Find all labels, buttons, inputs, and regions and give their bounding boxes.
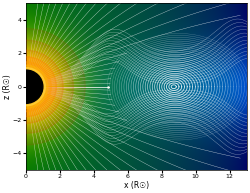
- Circle shape: [0, 40, 74, 133]
- Circle shape: [9, 70, 43, 103]
- Circle shape: [0, 50, 63, 123]
- Circle shape: [6, 68, 46, 106]
- Circle shape: [0, 57, 56, 117]
- Y-axis label: z (R☉): z (R☉): [4, 74, 13, 99]
- Circle shape: [0, 62, 51, 112]
- X-axis label: x (R☉): x (R☉): [124, 180, 149, 190]
- Circle shape: [0, 28, 85, 145]
- Circle shape: [4, 65, 48, 108]
